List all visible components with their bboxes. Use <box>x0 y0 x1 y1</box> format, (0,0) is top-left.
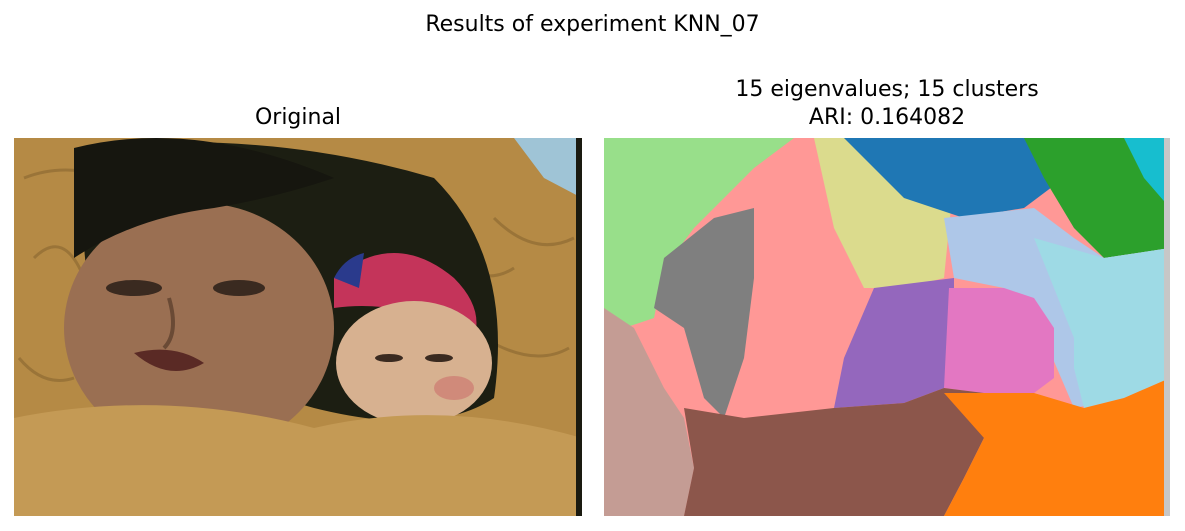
original-photo <box>14 138 582 516</box>
seg-orange <box>944 378 1170 516</box>
left-eye <box>106 280 162 296</box>
baby-face <box>336 301 492 425</box>
seg-pale-cyan <box>1034 238 1170 408</box>
woman-face <box>64 203 334 453</box>
photo-edge <box>576 138 582 516</box>
seg-rosy-brown <box>604 308 694 516</box>
seg-green <box>1024 138 1170 258</box>
baby-right-eye <box>425 354 453 362</box>
nose <box>162 297 175 350</box>
seg-light-green <box>604 138 794 328</box>
right-panel-title-line1: 15 eigenvalues; 15 clusters <box>735 77 1039 102</box>
seg-gray <box>654 208 754 418</box>
seg-brown <box>684 388 984 516</box>
fur-ruff <box>14 405 582 516</box>
woman-hair <box>74 138 334 258</box>
seg-orchid <box>944 288 1054 393</box>
figure-suptitle: Results of experiment KNN_07 <box>425 12 760 37</box>
seg-cyan <box>1124 138 1170 208</box>
left-panel-title: Original <box>254 105 342 130</box>
mouth <box>134 349 204 371</box>
segmentation-image-panel <box>604 138 1170 516</box>
baby-hood-trim <box>334 253 364 288</box>
right-panel-title-line2: ARI: 0.164082 <box>808 105 966 130</box>
right-eye <box>213 280 265 296</box>
sky-patch <box>514 138 582 198</box>
baby-cheek <box>434 376 474 400</box>
seg-light-gray-edge <box>1164 138 1170 516</box>
baby-left-eye <box>375 354 403 362</box>
seg-blue <box>844 138 1064 218</box>
segmentation-map <box>604 138 1170 516</box>
original-image-panel <box>14 138 582 516</box>
seg-purple <box>834 278 954 408</box>
